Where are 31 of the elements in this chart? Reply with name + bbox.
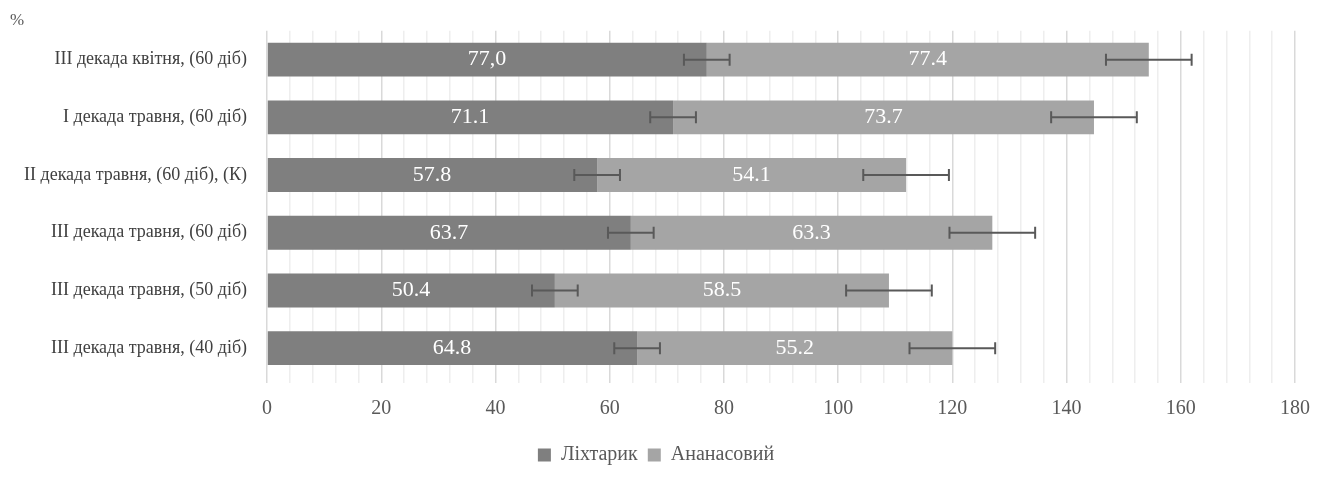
y-tick-label: II декада травня, (60 діб), (К): [24, 163, 248, 185]
x-tick-label: 20: [371, 396, 392, 419]
x-tick-label: 60: [599, 396, 620, 419]
legend-label: Ліхтарик: [560, 442, 639, 466]
y-tick-label: III декада травня, (40 діб): [51, 336, 248, 358]
data-label: 64.8: [432, 333, 472, 359]
text: %: [10, 9, 25, 29]
data-label: 50.4: [391, 276, 431, 302]
data-label: 58.5: [702, 276, 742, 302]
data-label: 63.3: [792, 218, 831, 244]
x-tick-label: 80: [713, 396, 734, 419]
y-tick-label: III декада квітня, (60 діб): [54, 48, 248, 70]
x-tick-label: 180: [1280, 396, 1310, 419]
x-tick-label: 120: [937, 396, 968, 419]
data-label: 73.7: [864, 103, 903, 129]
y-tick-label: III декада травня, (60 діб): [51, 221, 248, 243]
data-label: 63.7: [429, 218, 469, 244]
x-tick-label: 140: [1051, 396, 1082, 419]
x-tick-label: 100: [823, 396, 854, 419]
data-label: 77.4: [908, 45, 948, 71]
data-label: 71.1: [450, 103, 490, 129]
x-tick-label: 0: [262, 396, 273, 419]
y-tick-label: I декада травня, (60 діб): [62, 106, 248, 128]
data-label: 77,0: [467, 45, 507, 71]
data-label: 57.8: [412, 160, 452, 186]
legend-label: Ананасовий: [670, 442, 775, 465]
data-label: 54.1: [732, 160, 771, 186]
y-tick-label: III декада травня, (50 діб): [51, 279, 248, 301]
x-tick-label: 40: [485, 396, 506, 419]
data-label: 55.2: [775, 333, 814, 359]
x-tick-label: 160: [1165, 396, 1196, 419]
